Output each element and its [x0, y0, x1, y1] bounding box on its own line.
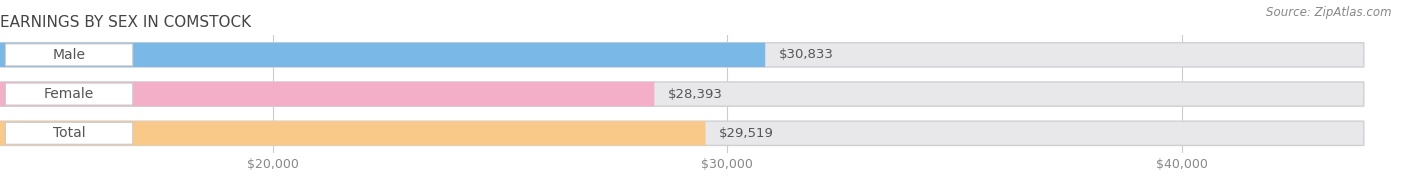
Text: Total: Total [53, 126, 86, 140]
FancyBboxPatch shape [0, 43, 1364, 67]
FancyBboxPatch shape [0, 43, 765, 67]
FancyBboxPatch shape [0, 82, 654, 106]
Text: $30,833: $30,833 [779, 48, 834, 61]
Text: Source: ZipAtlas.com: Source: ZipAtlas.com [1267, 6, 1392, 19]
Text: Male: Male [52, 48, 86, 62]
Text: EARNINGS BY SEX IN COMSTOCK: EARNINGS BY SEX IN COMSTOCK [0, 15, 252, 30]
FancyBboxPatch shape [6, 44, 132, 66]
FancyBboxPatch shape [0, 82, 1364, 106]
FancyBboxPatch shape [6, 122, 132, 144]
Text: Female: Female [44, 87, 94, 101]
FancyBboxPatch shape [0, 121, 706, 145]
Text: $29,519: $29,519 [718, 127, 775, 140]
Text: $28,393: $28,393 [668, 88, 723, 101]
FancyBboxPatch shape [6, 83, 132, 105]
FancyBboxPatch shape [0, 121, 1364, 145]
